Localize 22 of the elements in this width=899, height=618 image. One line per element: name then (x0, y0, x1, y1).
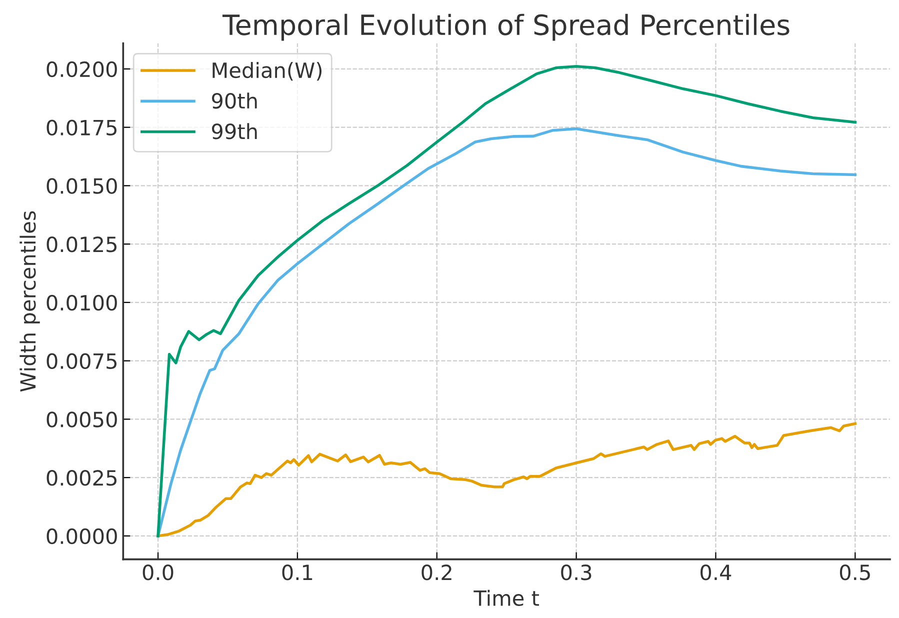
x-tick-label: 0.3 (561, 564, 592, 580)
x-tick-label: 0.0 (142, 564, 174, 580)
legend-label: 90th (212, 92, 257, 109)
y-tick-label: 0.0050 (46, 412, 117, 428)
y-axis-title: Width percentiles (20, 211, 40, 392)
y-tick-label: 0.0000 (46, 528, 117, 544)
legend-label: 99th (212, 123, 257, 140)
x-tick-label: 0.4 (700, 564, 732, 580)
x-tick-label: 0.1 (282, 564, 312, 580)
y-tick-label: 0.0150 (46, 178, 117, 194)
x-tick-label: 0.2 (422, 564, 452, 580)
y-tick-label: 0.0025 (46, 470, 116, 486)
chart-title: Temporal Evolution of Spread Percentiles (222, 14, 790, 41)
x-axis-title: Time t (474, 590, 539, 606)
y-tick-label: 0.0100 (46, 294, 117, 311)
y-tick-label: 0.0075 (46, 353, 116, 370)
line-series (156, 422, 857, 538)
x-tick-label: 0.5 (840, 564, 870, 580)
y-tick-label: 0.0125 (46, 236, 116, 252)
y-tick-label: 0.0175 (46, 120, 116, 136)
legend-label: Median(W) (212, 62, 322, 81)
y-tick-label: 0.0200 (46, 61, 117, 78)
